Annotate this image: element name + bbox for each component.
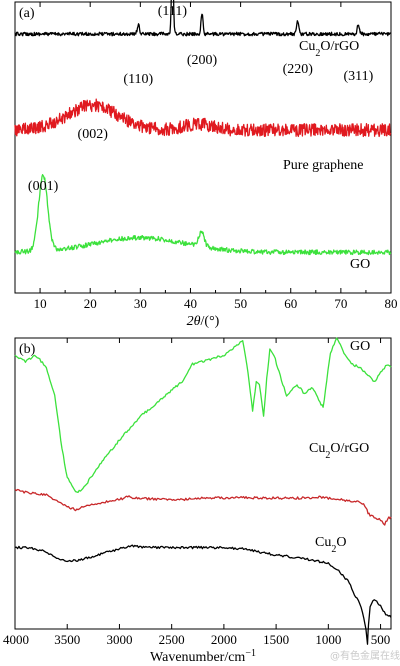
- panel-b-series-group: [14, 337, 392, 645]
- xrd-line-go: [14, 174, 392, 256]
- x-tick-label: 40: [184, 296, 197, 311]
- x-tick-label: 4000: [3, 632, 29, 647]
- panel-b-xlabel: Wavenumber/cm−1: [150, 648, 256, 666]
- panel-a-ticks: 10 20 30 40 50 60 70 80: [34, 2, 398, 311]
- panel-a-series-group: [14, 0, 392, 256]
- panel-a-xrd: (a) 10 20 30 40 50 60 70 80 (110) (111) (200) (220…: [14, 0, 398, 329]
- panel-b-label: (b): [19, 342, 36, 357]
- xrd-line-pure-graphene: [14, 98, 392, 138]
- series-label-go-ftir: GO: [350, 339, 370, 354]
- ftir-line-cu2o: [14, 544, 392, 645]
- peak-label: (200): [187, 53, 218, 68]
- x-tick-label: 1000: [315, 632, 341, 647]
- panel-a-peak-labels: (110) (111) (200) (220) (311) (002) (001): [28, 4, 374, 194]
- x-tick-label: 20: [84, 296, 97, 311]
- series-label-go: GO: [350, 257, 370, 272]
- x-tick-label: 60: [284, 296, 297, 311]
- xrd-line-cu2o-rgo: [14, 0, 391, 37]
- x-tick-label: 3000: [106, 632, 132, 647]
- x-tick-label: 2000: [211, 632, 237, 647]
- watermark: @有色金属在线: [330, 649, 400, 662]
- panel-a-frame: [14, 1, 392, 294]
- x-tick-label: 3500: [54, 632, 80, 647]
- series-label-cu2o-rgo: Cu2O/rGO: [299, 39, 359, 59]
- x-tick-label: 50: [234, 296, 247, 311]
- x-tick-label: 10: [34, 296, 47, 311]
- peak-label: (111): [158, 4, 188, 19]
- ftir-line-cu2o-rgo: [14, 488, 392, 526]
- series-label-cu2o-ftir: Cu2O: [315, 535, 346, 555]
- series-label-cu2o-rgo-ftir: Cu2O/rGO: [309, 441, 369, 461]
- x-tick-label: 500: [371, 632, 391, 647]
- x-tick-label: 80: [385, 296, 398, 311]
- peak-label: (110): [123, 72, 153, 87]
- x-tick-label: 1500: [263, 632, 289, 647]
- peak-label: (001): [28, 179, 59, 194]
- peak-label: (220): [283, 62, 314, 77]
- ftir-line-go: [14, 337, 392, 494]
- peak-label: (002): [78, 127, 109, 142]
- panel-b-ticks: 4000 3500 3000 2500 2000 1500 1000 500: [3, 338, 390, 647]
- panel-a-label: (a): [19, 6, 35, 21]
- x-tick-label: 70: [334, 296, 347, 311]
- series-label-pure-graphene: Pure graphene: [283, 158, 363, 173]
- panel-b-ftir: (b) 4000 3500 3000 2500 2000 1500 1000 500 GO C…: [3, 337, 392, 666]
- peak-label: (311): [344, 69, 374, 84]
- x-tick-label: 2500: [159, 632, 185, 647]
- x-tick-label: 30: [134, 296, 147, 311]
- panel-b-frame: [14, 337, 392, 630]
- panel-a-xlabel: 2θ/(°): [187, 314, 220, 329]
